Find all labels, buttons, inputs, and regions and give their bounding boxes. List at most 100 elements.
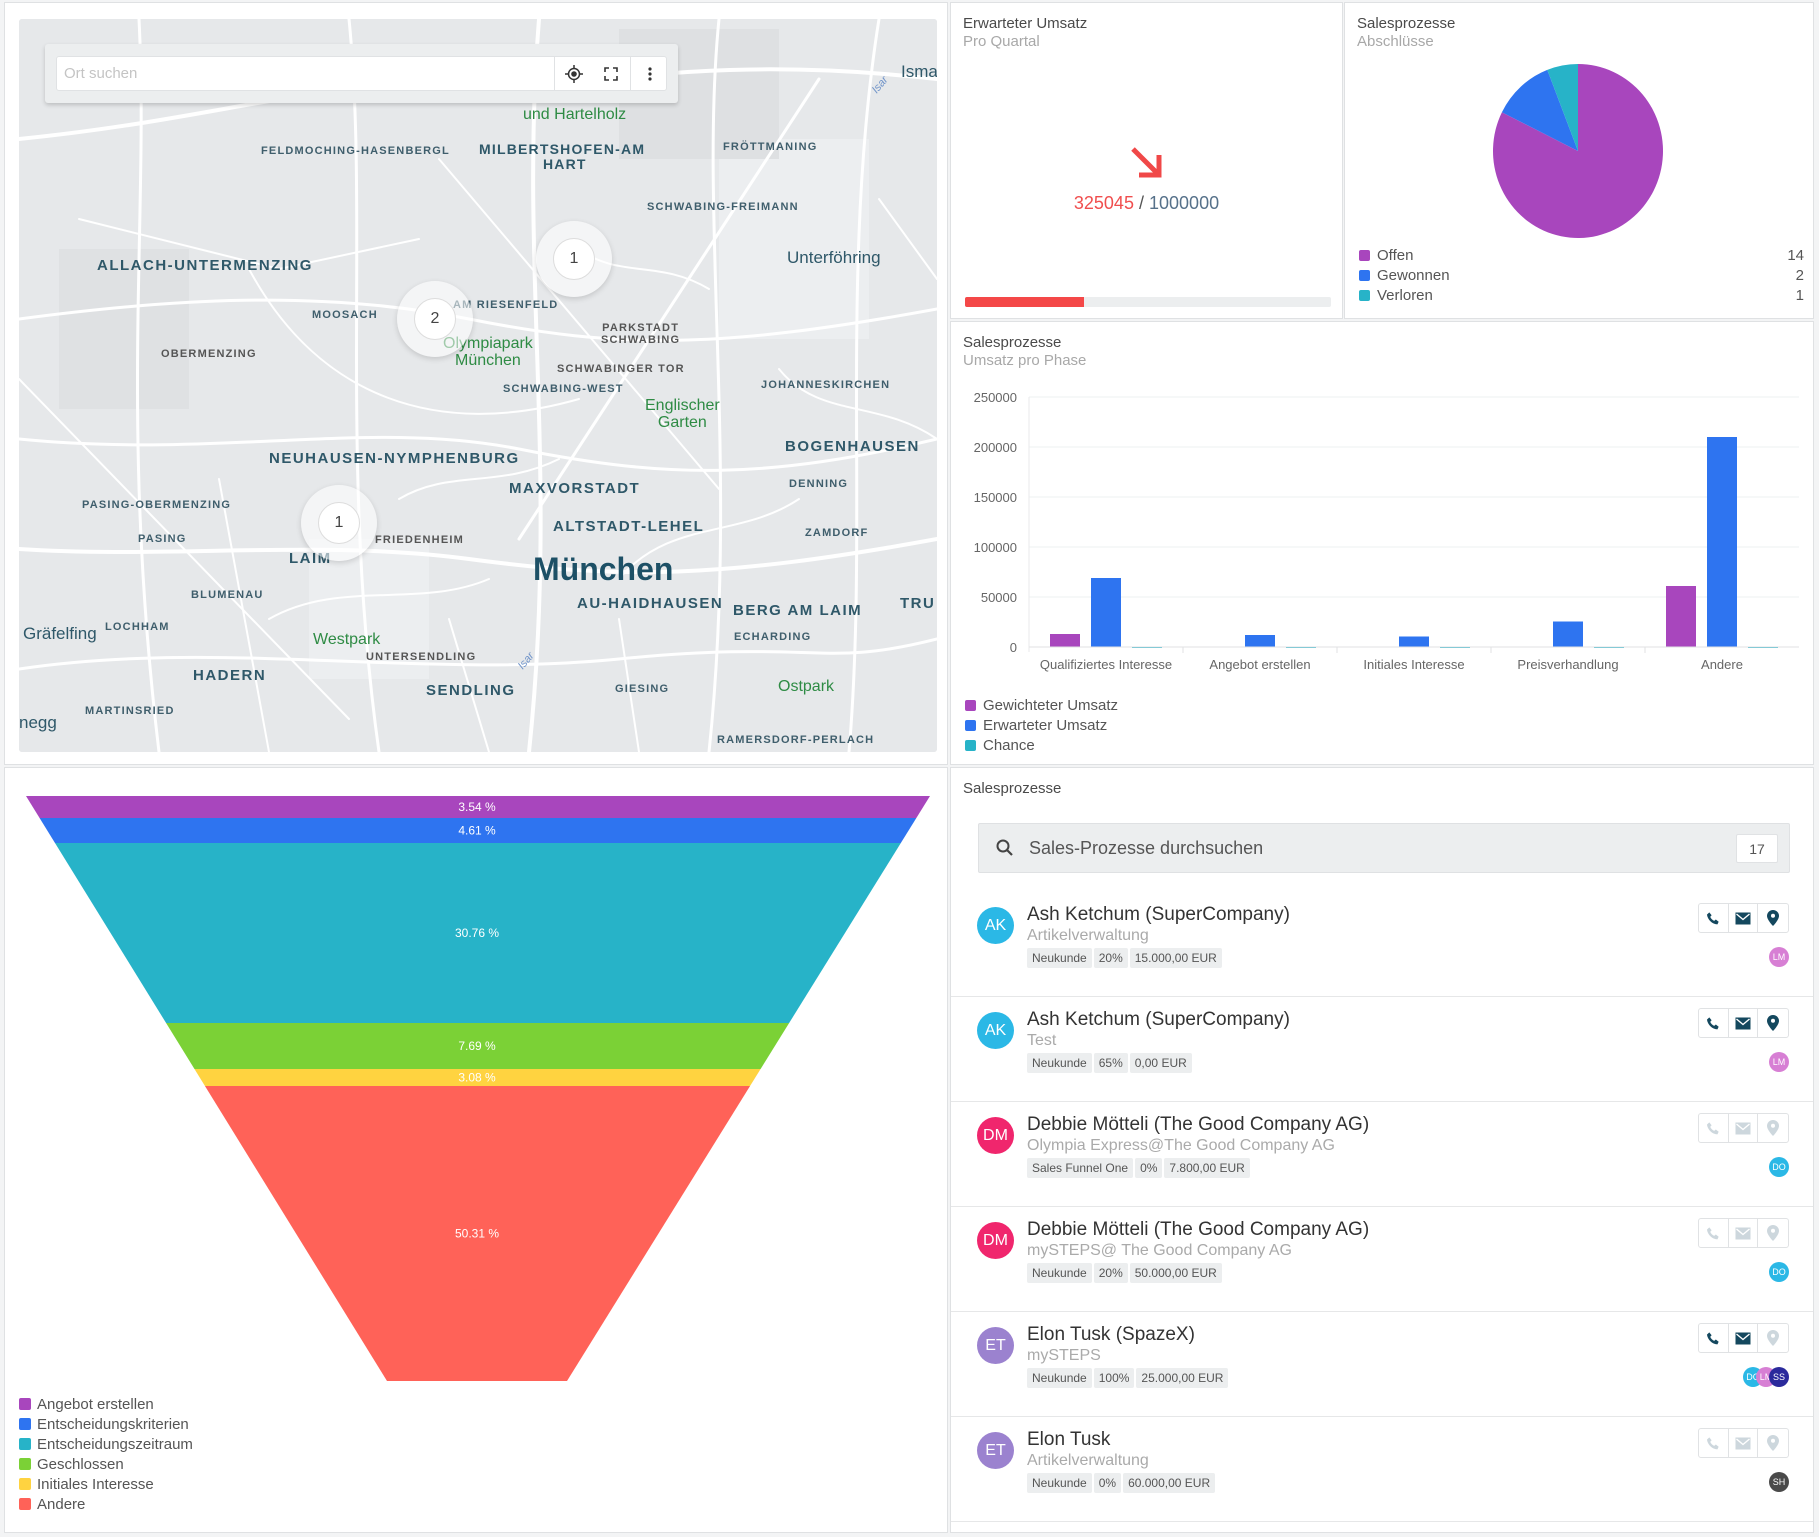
legend-item[interactable]: Geschlossen xyxy=(19,1456,124,1473)
sales-search-input[interactable] xyxy=(1029,832,1689,864)
location-button[interactable] xyxy=(1758,1114,1788,1142)
email-button[interactable] xyxy=(1729,1219,1759,1247)
bar-erwarteter-umsatz[interactable] xyxy=(1399,636,1429,648)
map-label-obermenzing: OBERMENZING xyxy=(161,348,257,360)
map-label-ostpark: Ostpark xyxy=(778,678,835,695)
bar-erwarteter-umsatz[interactable] xyxy=(1091,578,1121,647)
email-button[interactable] xyxy=(1729,1009,1759,1037)
legend-swatch xyxy=(19,1478,31,1490)
email-button[interactable] xyxy=(1729,1114,1759,1142)
map-cluster-marker[interactable]: 1 xyxy=(536,221,612,297)
sales-process-row[interactable]: AK Ash Ketchum (SuperCompany) Artikelverwa… xyxy=(951,892,1813,997)
map-label-altstadt: ALTSTADT-LEHEL xyxy=(553,518,705,535)
tag: Neukunde xyxy=(1027,1473,1092,1493)
sales-search-bar: 17 xyxy=(978,823,1790,873)
contact-avatar: AK xyxy=(977,907,1014,944)
legend-item-chance[interactable]: Chance xyxy=(965,737,1035,754)
tag: 60.000,00 EUR xyxy=(1123,1473,1216,1493)
legend-item-erwarteter-umsatz[interactable]: Erwarteter Umsatz xyxy=(965,717,1107,734)
x-tick-label: Preisverhandlung xyxy=(1517,657,1618,672)
map-search-input[interactable] xyxy=(57,57,557,90)
contact-avatar: DM xyxy=(977,1222,1014,1259)
email-button[interactable] xyxy=(1729,1324,1759,1352)
bar-erwarteter-umsatz[interactable] xyxy=(1553,621,1583,648)
legend-item[interactable]: Entscheidungszeitraum xyxy=(19,1436,193,1453)
locate-button[interactable] xyxy=(554,57,592,90)
legend-item[interactable]: Angebot erstellen xyxy=(19,1396,154,1413)
map-label-pasing-obermenzing: PASING-OBERMENZING xyxy=(82,499,232,511)
email-button[interactable] xyxy=(1729,1429,1759,1457)
legend-label: Angebot erstellen xyxy=(37,1396,154,1413)
location-button[interactable] xyxy=(1758,904,1788,932)
owner-avatar: LM xyxy=(1769,947,1789,967)
owner-avatars: SH xyxy=(1769,1472,1789,1492)
legend-item-gewonnen[interactable]: Gewonnen 2 xyxy=(1359,267,1804,287)
map-label-untersendling: UNTERSENDLING xyxy=(366,651,477,663)
pie-slice-verloren[interactable] xyxy=(1547,64,1578,151)
fullscreen-button[interactable] xyxy=(592,57,630,90)
sales-funnel-panel: 3.54 % 4.61 % 30.76 % 7.69 % 3.08 % 50.31 % A… xyxy=(4,767,948,1533)
legend-item[interactable]: Entscheidungskriterien xyxy=(19,1416,189,1433)
sales-process-row[interactable]: DM Debbie Mötteli (The Good Company AG) Ol… xyxy=(951,1102,1813,1207)
bar-erwarteter-umsatz[interactable] xyxy=(1245,635,1275,647)
funnel-segment[interactable] xyxy=(204,1086,751,1381)
legend-item-gewichteter-umsatz[interactable]: Gewichteter Umsatz xyxy=(965,697,1118,714)
legend-swatch xyxy=(1359,250,1370,261)
location-button[interactable] xyxy=(1758,1219,1788,1247)
location-button[interactable] xyxy=(1758,1009,1788,1037)
map-label-schwabing-west: SCHWABING-WEST xyxy=(503,383,624,395)
call-button[interactable] xyxy=(1699,1219,1729,1247)
call-button[interactable] xyxy=(1699,1114,1729,1142)
tag: 100% xyxy=(1093,1368,1135,1388)
legend-item-verloren[interactable]: Verloren 1 xyxy=(1359,287,1804,307)
contact-avatar: ET xyxy=(977,1432,1014,1469)
funnel-segment-label: 3.08 % xyxy=(458,1071,496,1085)
panel-title: Salesprozesse xyxy=(963,780,1062,797)
call-button[interactable] xyxy=(1699,1429,1729,1457)
legend-item[interactable]: Initiales Interesse xyxy=(19,1476,154,1493)
funnel-segment-label: 4.61 % xyxy=(458,824,496,838)
legend-item[interactable]: Andere xyxy=(19,1496,85,1513)
panel-subtitle: Umsatz pro Phase xyxy=(963,352,1087,369)
legend-count: 1 xyxy=(1795,287,1804,304)
sales-process-row[interactable]: ET Elon Tusk (SpazeX) mySTEPS Neukunde 100% 2… xyxy=(951,1312,1813,1417)
pie-slice-gewonnen[interactable] xyxy=(1501,69,1578,151)
mail-icon xyxy=(1735,912,1751,924)
map-label-lochham: LOCHHAM xyxy=(105,621,170,633)
bar-gewichteter-umsatz[interactable] xyxy=(1050,634,1080,647)
bar-erwarteter-umsatz[interactable] xyxy=(1707,437,1737,647)
map-label-maxvorstadt: MAXVORSTADT xyxy=(509,480,641,497)
tag-list: Neukunde 0% 60.000,00 EUR xyxy=(1027,1473,1216,1493)
map[interactable]: Isma Isar und Hartelholz FELDMOCHING-HAS… xyxy=(19,19,937,752)
map-cluster-marker[interactable]: 2 xyxy=(397,281,473,357)
legend-swatch xyxy=(19,1438,31,1450)
legend-item-offen[interactable]: Offen 14 xyxy=(1359,247,1804,267)
location-button[interactable] xyxy=(1758,1324,1788,1352)
sales-process-row[interactable]: ET Elon Tusk Artikelverwaltung Neukunde 0% 60… xyxy=(951,1417,1813,1522)
funnel-segment[interactable] xyxy=(26,796,930,818)
tag: Neukunde xyxy=(1027,1053,1092,1073)
tag: 25.000,00 EUR xyxy=(1136,1368,1229,1388)
map-cluster-marker[interactable]: 1 xyxy=(301,485,377,561)
map-menu-button[interactable] xyxy=(630,57,668,90)
email-button[interactable] xyxy=(1729,904,1759,932)
legend-label: Chance xyxy=(983,737,1035,754)
funnel-segment[interactable] xyxy=(166,1023,790,1069)
map-label-au-haidhausen: AU-HAIDHAUSEN xyxy=(577,595,724,612)
funnel-segment-label: 30.76 % xyxy=(455,926,499,940)
panel-title: Salesprozesse xyxy=(1357,15,1456,32)
sales-process-row[interactable]: DM Debbie Mötteli (The Good Company AG) my… xyxy=(951,1207,1813,1312)
location-button[interactable] xyxy=(1758,1429,1788,1457)
map-label-zamdorf: ZAMDORF xyxy=(805,527,869,539)
call-button[interactable] xyxy=(1699,904,1729,932)
funnel-segment[interactable] xyxy=(194,1069,761,1086)
sales-process-row[interactable]: AK Ash Ketchum (SuperCompany) Test Neukunde… xyxy=(951,997,1813,1102)
funnel-segment[interactable] xyxy=(55,843,901,1023)
search-icon xyxy=(996,839,1013,856)
call-button[interactable] xyxy=(1699,1324,1729,1352)
funnel-segment[interactable] xyxy=(39,818,917,843)
bar-gewichteter-umsatz[interactable] xyxy=(1666,586,1696,647)
phone-icon xyxy=(1706,1016,1719,1029)
process-subtitle: Test xyxy=(1027,1032,1057,1049)
call-button[interactable] xyxy=(1699,1009,1729,1037)
